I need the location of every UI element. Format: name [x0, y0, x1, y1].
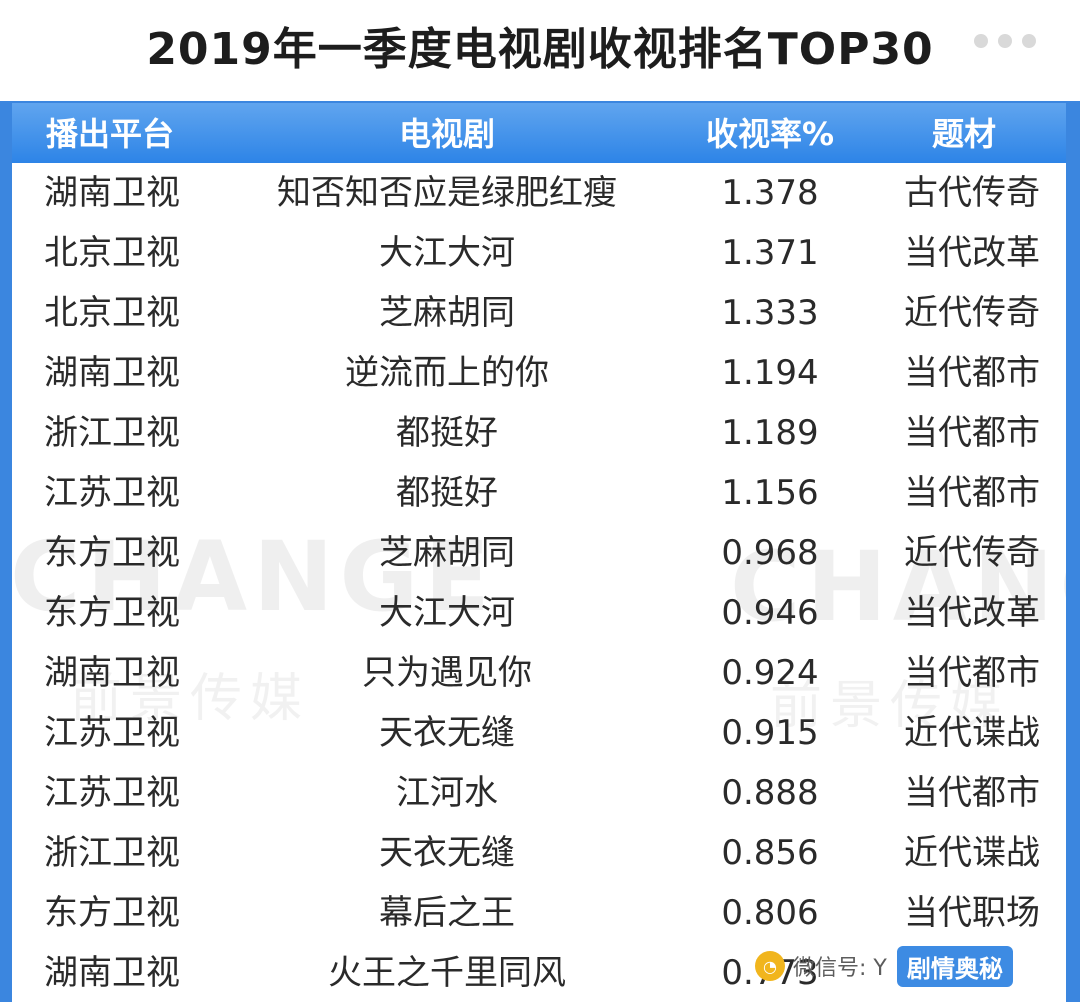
- cell-rating: 1.371: [721, 233, 819, 273]
- wechat-badge: ◔ 微信号: Y 剧情奥秘: [755, 940, 1060, 992]
- table-row: 湖南卫视 火王之千里同风 0.773: [0, 943, 1080, 1002]
- cell-rating: 0.924: [721, 653, 819, 693]
- table-row: 江苏卫视 江河水 0.888 当代都市: [0, 763, 1080, 823]
- cell-rating: 1.333: [721, 293, 819, 333]
- table-body: 湖南卫视 知否知否应是绿肥红瘦 1.378 古代传奇 北京卫视 大江大河 1.3…: [0, 163, 1080, 1002]
- cell-drama: 芝麻胡同: [379, 293, 515, 333]
- menu-dots[interactable]: [974, 34, 1036, 48]
- table-row: 浙江卫视 都挺好 1.189 当代都市: [0, 403, 1080, 463]
- page-title: 2019年一季度电视剧收视排名TOP30: [146, 24, 934, 75]
- cell-rating: 0.946: [721, 593, 819, 633]
- cell-genre: 近代传奇: [904, 533, 1040, 573]
- wechat-icon: ◔: [755, 951, 785, 981]
- cell-platform: 北京卫视: [44, 293, 180, 333]
- cell-genre: 当代改革: [904, 593, 1040, 633]
- cell-genre: 当代都市: [904, 473, 1040, 513]
- cell-genre: 近代传奇: [904, 293, 1040, 333]
- cell-rating: 1.194: [721, 353, 819, 393]
- cell-genre: 当代改革: [904, 233, 1040, 273]
- table-row: 江苏卫视 天衣无缝 0.915 近代谍战: [0, 703, 1080, 763]
- cell-platform: 浙江卫视: [44, 833, 180, 873]
- cell-platform: 北京卫视: [44, 233, 180, 273]
- cell-drama: 天衣无缝: [379, 833, 515, 873]
- cell-rating: 0.968: [721, 533, 819, 573]
- table-row: 东方卫视 幕后之王 0.806 当代职场: [0, 883, 1080, 943]
- cell-platform: 江苏卫视: [44, 713, 180, 753]
- brand-label: 剧情奥秘: [896, 945, 1013, 987]
- cell-genre: 当代都市: [904, 653, 1040, 693]
- cell-drama: 天衣无缝: [379, 713, 515, 753]
- cell-rating: 1.156: [721, 473, 819, 513]
- table-row: 东方卫视 大江大河 0.946 当代改革: [0, 583, 1080, 643]
- cell-drama: 都挺好: [396, 473, 498, 513]
- table-row: 北京卫视 芝麻胡同 1.333 近代传奇: [0, 283, 1080, 343]
- cell-rating: 0.915: [721, 713, 819, 753]
- cell-drama: 江河水: [396, 773, 498, 813]
- cell-genre: 当代都市: [904, 353, 1040, 393]
- cell-platform: 东方卫视: [44, 533, 180, 573]
- table-header: 播出平台 电视剧 收视率% 题材: [0, 101, 1080, 163]
- table-row: 浙江卫视 天衣无缝 0.856 近代谍战: [0, 823, 1080, 883]
- table-row: 湖南卫视 知否知否应是绿肥红瘦 1.378 古代传奇: [0, 163, 1080, 223]
- menu-dot-icon: [974, 34, 988, 48]
- menu-dot-icon: [998, 34, 1012, 48]
- cell-platform: 湖南卫视: [44, 653, 180, 693]
- wechat-id-text: 微信号: Y: [793, 956, 887, 981]
- cell-drama: 大江大河: [379, 593, 515, 633]
- cell-platform: 湖南卫视: [44, 353, 180, 393]
- header-platform: 播出平台: [46, 115, 175, 153]
- header-drama: 电视剧: [398, 115, 495, 153]
- cell-drama: 都挺好: [396, 413, 498, 453]
- cell-genre: 当代都市: [904, 413, 1040, 453]
- header-genre: 题材: [931, 115, 996, 153]
- menu-dot-icon: [1022, 34, 1036, 48]
- cell-drama: 知否知否应是绿肥红瘦: [277, 173, 617, 213]
- cell-genre: 近代谍战: [904, 833, 1040, 873]
- cell-rating: 0.888: [721, 773, 819, 813]
- cell-rating: 1.189: [721, 413, 819, 453]
- cell-platform: 江苏卫视: [44, 773, 180, 813]
- cell-rating: 0.806: [721, 893, 819, 933]
- cell-drama: 只为遇见你: [362, 653, 532, 693]
- table-row: 湖南卫视 只为遇见你 0.924 当代都市: [0, 643, 1080, 703]
- ratings-table: 播出平台 电视剧 收视率% 题材 CHANGE CHANGE 前景传媒 前景传媒…: [0, 101, 1080, 1002]
- table-row: 湖南卫视 逆流而上的你 1.194 当代都市: [0, 343, 1080, 403]
- cell-platform: 江苏卫视: [44, 473, 180, 513]
- cell-genre: 近代谍战: [904, 713, 1040, 753]
- cell-platform: 东方卫视: [44, 893, 180, 933]
- cell-drama: 火王之千里同风: [328, 953, 566, 993]
- cell-rating: 1.378: [721, 173, 819, 213]
- table-row: 东方卫视 芝麻胡同 0.968 近代传奇: [0, 523, 1080, 583]
- cell-platform: 东方卫视: [44, 593, 180, 633]
- cell-platform: 浙江卫视: [44, 413, 180, 453]
- cell-platform: 湖南卫视: [44, 173, 180, 213]
- cell-rating: 0.856: [721, 833, 819, 873]
- cell-genre: 当代都市: [904, 773, 1040, 813]
- table-row: 江苏卫视 都挺好 1.156 当代都市: [0, 463, 1080, 523]
- header-rating: 收视率%: [705, 115, 835, 153]
- cell-genre: 当代职场: [904, 893, 1040, 933]
- cell-drama: 芝麻胡同: [379, 533, 515, 573]
- cell-platform: 湖南卫视: [44, 953, 180, 993]
- table-row: 北京卫视 大江大河 1.371 当代改革: [0, 223, 1080, 283]
- cell-drama: 逆流而上的你: [345, 353, 549, 393]
- cell-drama: 幕后之王: [379, 893, 515, 933]
- cell-genre: 古代传奇: [904, 173, 1040, 213]
- cell-drama: 大江大河: [379, 233, 515, 273]
